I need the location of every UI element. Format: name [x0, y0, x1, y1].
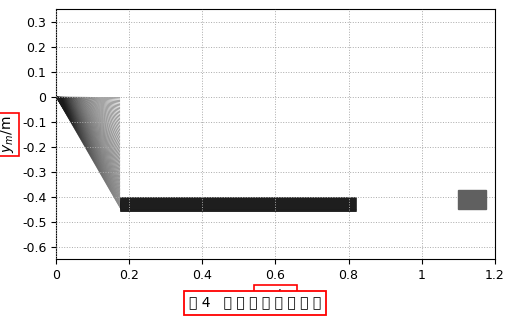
- X-axis label: $x_{m}$/m: $x_{m}$/m: [256, 287, 294, 304]
- Text: 图 4   机 械 手 运 动 轨 迹 图: 图 4 机 械 手 运 动 轨 迹 图: [188, 296, 321, 310]
- Y-axis label: $y_{m}$/m: $y_{m}$/m: [0, 116, 16, 153]
- Bar: [457, 191, 485, 209]
